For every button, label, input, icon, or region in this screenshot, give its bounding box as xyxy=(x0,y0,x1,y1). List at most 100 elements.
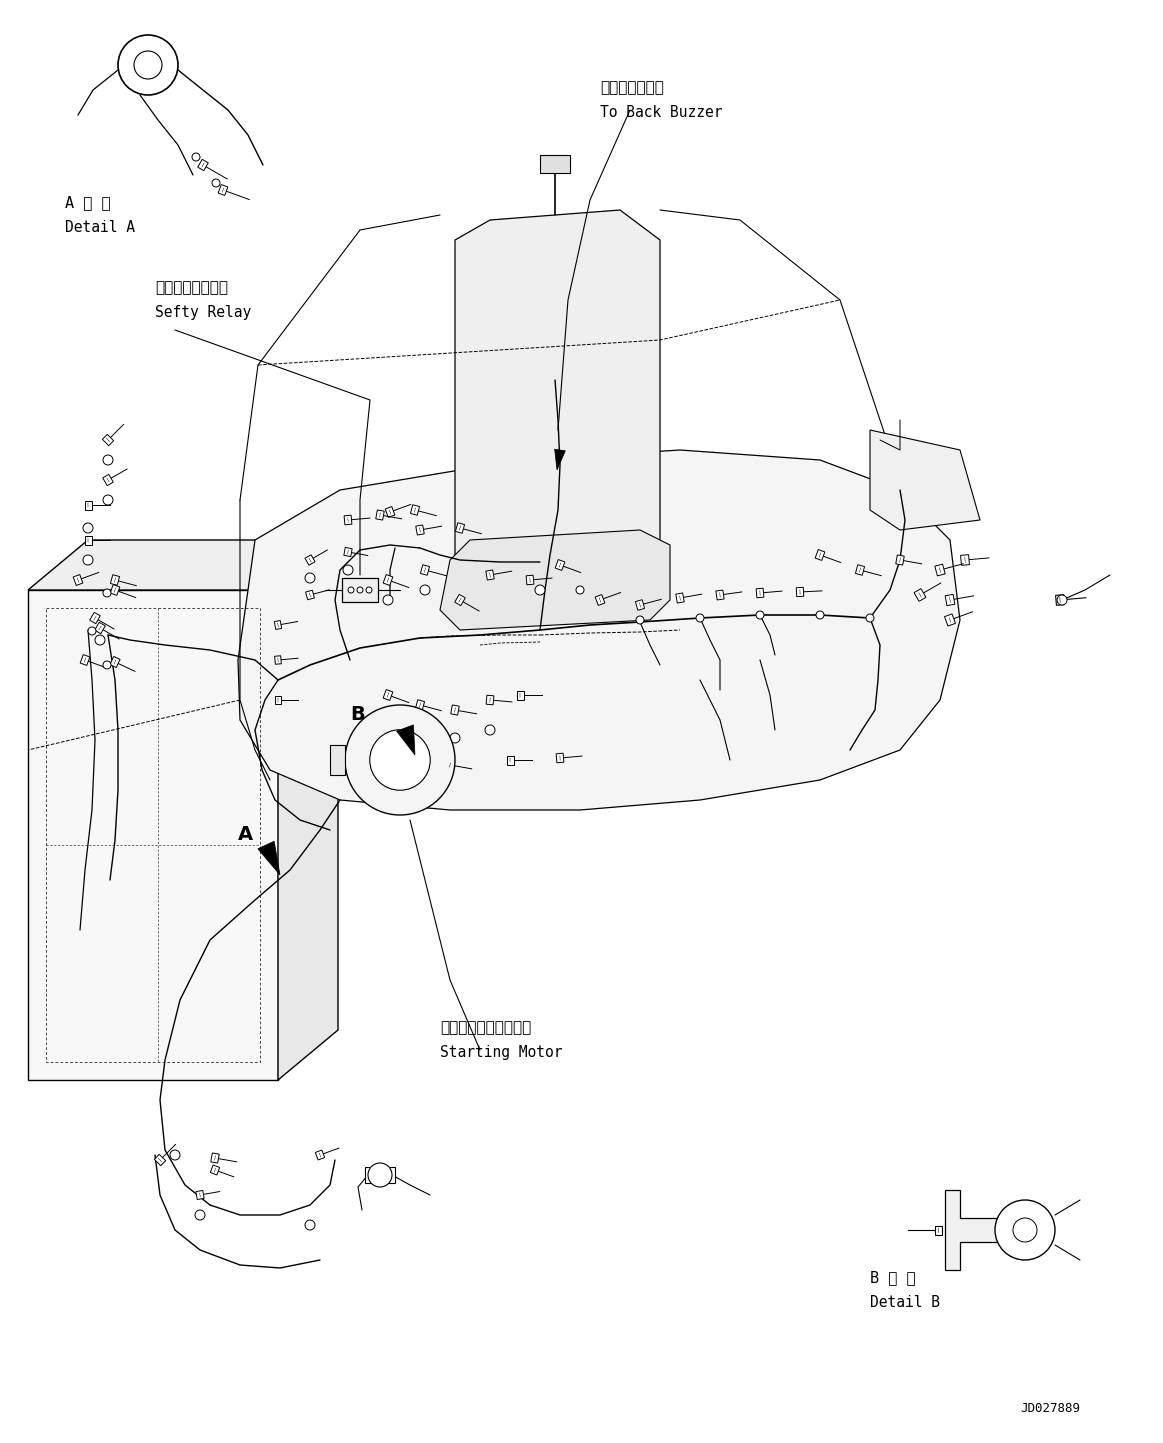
Polygon shape xyxy=(330,745,345,775)
Circle shape xyxy=(535,584,545,595)
Polygon shape xyxy=(28,540,338,590)
Polygon shape xyxy=(274,696,281,704)
Circle shape xyxy=(192,153,200,162)
Polygon shape xyxy=(455,211,659,590)
Circle shape xyxy=(450,733,461,743)
Text: B: B xyxy=(350,706,365,724)
Polygon shape xyxy=(102,434,114,446)
Polygon shape xyxy=(258,841,280,874)
Text: スターティングモータ: スターティングモータ xyxy=(440,1020,531,1035)
Polygon shape xyxy=(486,570,494,580)
Polygon shape xyxy=(102,475,113,486)
Polygon shape xyxy=(870,430,980,530)
Polygon shape xyxy=(278,540,338,1079)
Text: Sefty Relay: Sefty Relay xyxy=(155,304,251,320)
Circle shape xyxy=(104,589,110,597)
Polygon shape xyxy=(211,1165,220,1175)
Polygon shape xyxy=(944,613,956,626)
Polygon shape xyxy=(110,574,120,586)
Polygon shape xyxy=(676,593,684,603)
Polygon shape xyxy=(507,756,514,765)
Polygon shape xyxy=(445,760,455,771)
Text: バックブザーへ: バックブザーへ xyxy=(600,79,664,95)
Polygon shape xyxy=(274,620,281,629)
Circle shape xyxy=(95,635,105,645)
Polygon shape xyxy=(415,700,424,710)
Polygon shape xyxy=(376,509,384,519)
Circle shape xyxy=(816,610,825,619)
Text: Starting Motor: Starting Motor xyxy=(440,1045,563,1061)
Circle shape xyxy=(305,1219,315,1229)
Polygon shape xyxy=(383,574,393,586)
Polygon shape xyxy=(440,530,670,631)
Circle shape xyxy=(420,584,430,595)
Polygon shape xyxy=(797,587,804,596)
Polygon shape xyxy=(556,753,564,763)
Text: A: A xyxy=(238,825,254,844)
Text: セーフティリレー: セーフティリレー xyxy=(155,280,228,294)
Polygon shape xyxy=(716,590,725,600)
Polygon shape xyxy=(856,564,864,576)
Circle shape xyxy=(170,1150,180,1160)
Bar xyxy=(540,154,570,173)
Polygon shape xyxy=(274,655,281,664)
Polygon shape xyxy=(195,1190,205,1199)
Polygon shape xyxy=(80,655,90,665)
Polygon shape xyxy=(85,535,92,544)
Polygon shape xyxy=(411,505,420,515)
Polygon shape xyxy=(946,595,955,606)
Circle shape xyxy=(212,179,220,188)
Polygon shape xyxy=(1056,595,1064,605)
Circle shape xyxy=(88,628,97,635)
Polygon shape xyxy=(28,590,278,1079)
Polygon shape xyxy=(415,525,424,535)
Circle shape xyxy=(357,587,363,593)
Text: Detail B: Detail B xyxy=(870,1294,940,1310)
Circle shape xyxy=(368,1163,392,1188)
Polygon shape xyxy=(456,522,464,534)
Circle shape xyxy=(866,615,875,622)
Polygon shape xyxy=(935,1225,942,1235)
Circle shape xyxy=(83,522,93,532)
Text: Detail A: Detail A xyxy=(65,219,135,235)
Polygon shape xyxy=(595,595,605,606)
Circle shape xyxy=(370,730,430,791)
Circle shape xyxy=(1013,1218,1037,1242)
Polygon shape xyxy=(914,589,926,602)
Polygon shape xyxy=(211,1153,220,1163)
Circle shape xyxy=(383,595,393,605)
Polygon shape xyxy=(421,564,429,576)
Polygon shape xyxy=(383,690,393,700)
Polygon shape xyxy=(526,576,534,584)
Circle shape xyxy=(195,1211,205,1219)
Polygon shape xyxy=(935,564,946,576)
Circle shape xyxy=(305,573,315,583)
Polygon shape xyxy=(635,600,644,610)
Circle shape xyxy=(636,616,644,623)
Polygon shape xyxy=(155,1154,165,1166)
Polygon shape xyxy=(455,595,465,606)
Circle shape xyxy=(343,566,354,574)
Polygon shape xyxy=(85,501,92,509)
Text: JD027889: JD027889 xyxy=(1020,1403,1080,1416)
Polygon shape xyxy=(306,590,314,600)
Circle shape xyxy=(756,610,764,619)
Polygon shape xyxy=(342,579,378,602)
Text: To Back Buzzer: To Back Buzzer xyxy=(600,105,722,120)
Polygon shape xyxy=(344,547,352,557)
Polygon shape xyxy=(73,574,83,586)
Polygon shape xyxy=(896,556,904,566)
Polygon shape xyxy=(305,554,315,566)
Polygon shape xyxy=(238,450,959,810)
Polygon shape xyxy=(315,1150,324,1160)
Circle shape xyxy=(576,586,584,595)
Circle shape xyxy=(695,615,704,622)
Circle shape xyxy=(1057,595,1066,605)
Polygon shape xyxy=(383,755,393,765)
Text: A 詳 細: A 詳 細 xyxy=(65,195,110,211)
Circle shape xyxy=(366,587,372,593)
Polygon shape xyxy=(110,657,120,668)
Polygon shape xyxy=(110,584,120,596)
Polygon shape xyxy=(555,449,565,470)
Circle shape xyxy=(485,724,495,734)
